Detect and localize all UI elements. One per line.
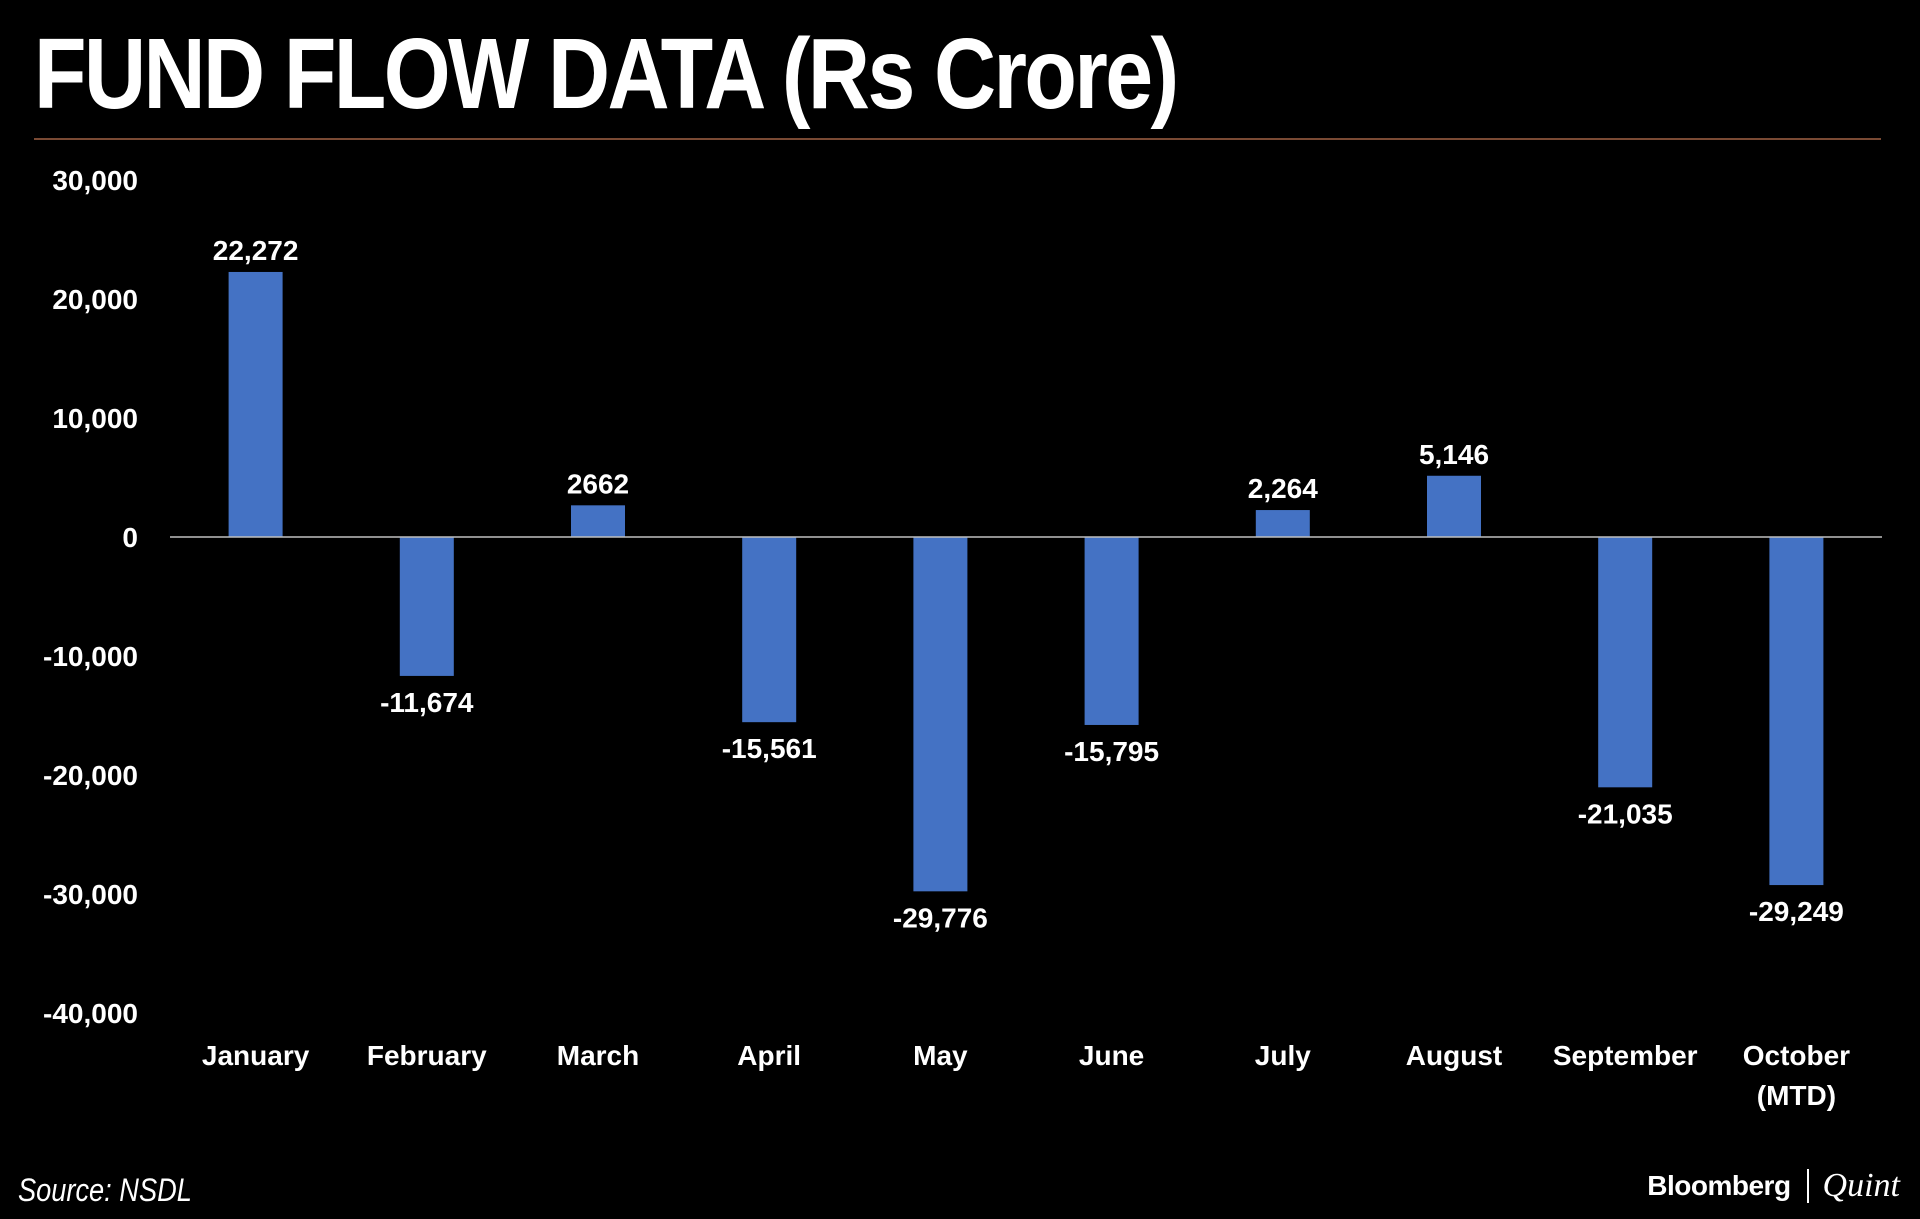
y-tick-label: -40,000 (43, 998, 138, 1029)
x-tick-label: May (913, 1040, 968, 1071)
data-label: -11,674 (380, 687, 474, 718)
data-label: -29,776 (893, 902, 988, 933)
bar (399, 537, 454, 676)
x-tick-label: October (MTD) (1743, 1040, 1850, 1111)
data-label: -15,561 (722, 733, 817, 764)
title-divider (34, 138, 1881, 140)
x-tick-label: September (1553, 1040, 1698, 1071)
bar (1255, 510, 1310, 537)
x-tick-label: February (367, 1040, 487, 1071)
x-tick-label: August (1406, 1040, 1502, 1071)
chart-title: FUND FLOW DATA (Rs Crore) (34, 18, 1179, 130)
y-tick-label: 0 (122, 522, 138, 553)
bar-chart: 30,000 20,000 10,000 0 -10,000 -20,000 -30,000… (43, 165, 1882, 1111)
y-tick-label: 20,000 (52, 284, 138, 315)
brand-name-right: Quint (1822, 1167, 1900, 1204)
data-label: 2,264 (1248, 473, 1318, 504)
data-label: -21,035 (1578, 798, 1673, 829)
bar (571, 505, 625, 537)
y-tick-label: 30,000 (52, 165, 138, 196)
data-label: -29,249 (1749, 896, 1844, 927)
data-label: 5,146 (1419, 439, 1489, 470)
bar (742, 537, 797, 723)
y-tick-label: 10,000 (52, 403, 138, 434)
data-label: -15,795 (1064, 736, 1159, 767)
data-label: 2662 (567, 468, 629, 499)
y-tick-label: -10,000 (43, 641, 138, 672)
x-tick-label: January (202, 1040, 310, 1071)
bar (1598, 537, 1653, 788)
brand-logo: Bloomberg Quint (1647, 1166, 1900, 1206)
x-tick-label: June (1079, 1040, 1144, 1071)
bar (913, 537, 968, 892)
x-tick-label: July (1255, 1040, 1311, 1071)
brand-separator (1806, 1169, 1809, 1203)
bar (1769, 537, 1824, 886)
x-tick-label: March (557, 1040, 639, 1071)
bar (1427, 475, 1481, 537)
source-note: Source: NSDL (18, 1172, 192, 1208)
x-tick-label: April (737, 1040, 801, 1071)
y-tick-label: -30,000 (43, 879, 138, 910)
bar (228, 271, 283, 537)
y-tick-label: -20,000 (43, 760, 138, 791)
data-label: 22,272 (213, 235, 299, 266)
bar (1084, 537, 1139, 725)
brand-name-left: Bloomberg (1647, 1170, 1791, 1201)
